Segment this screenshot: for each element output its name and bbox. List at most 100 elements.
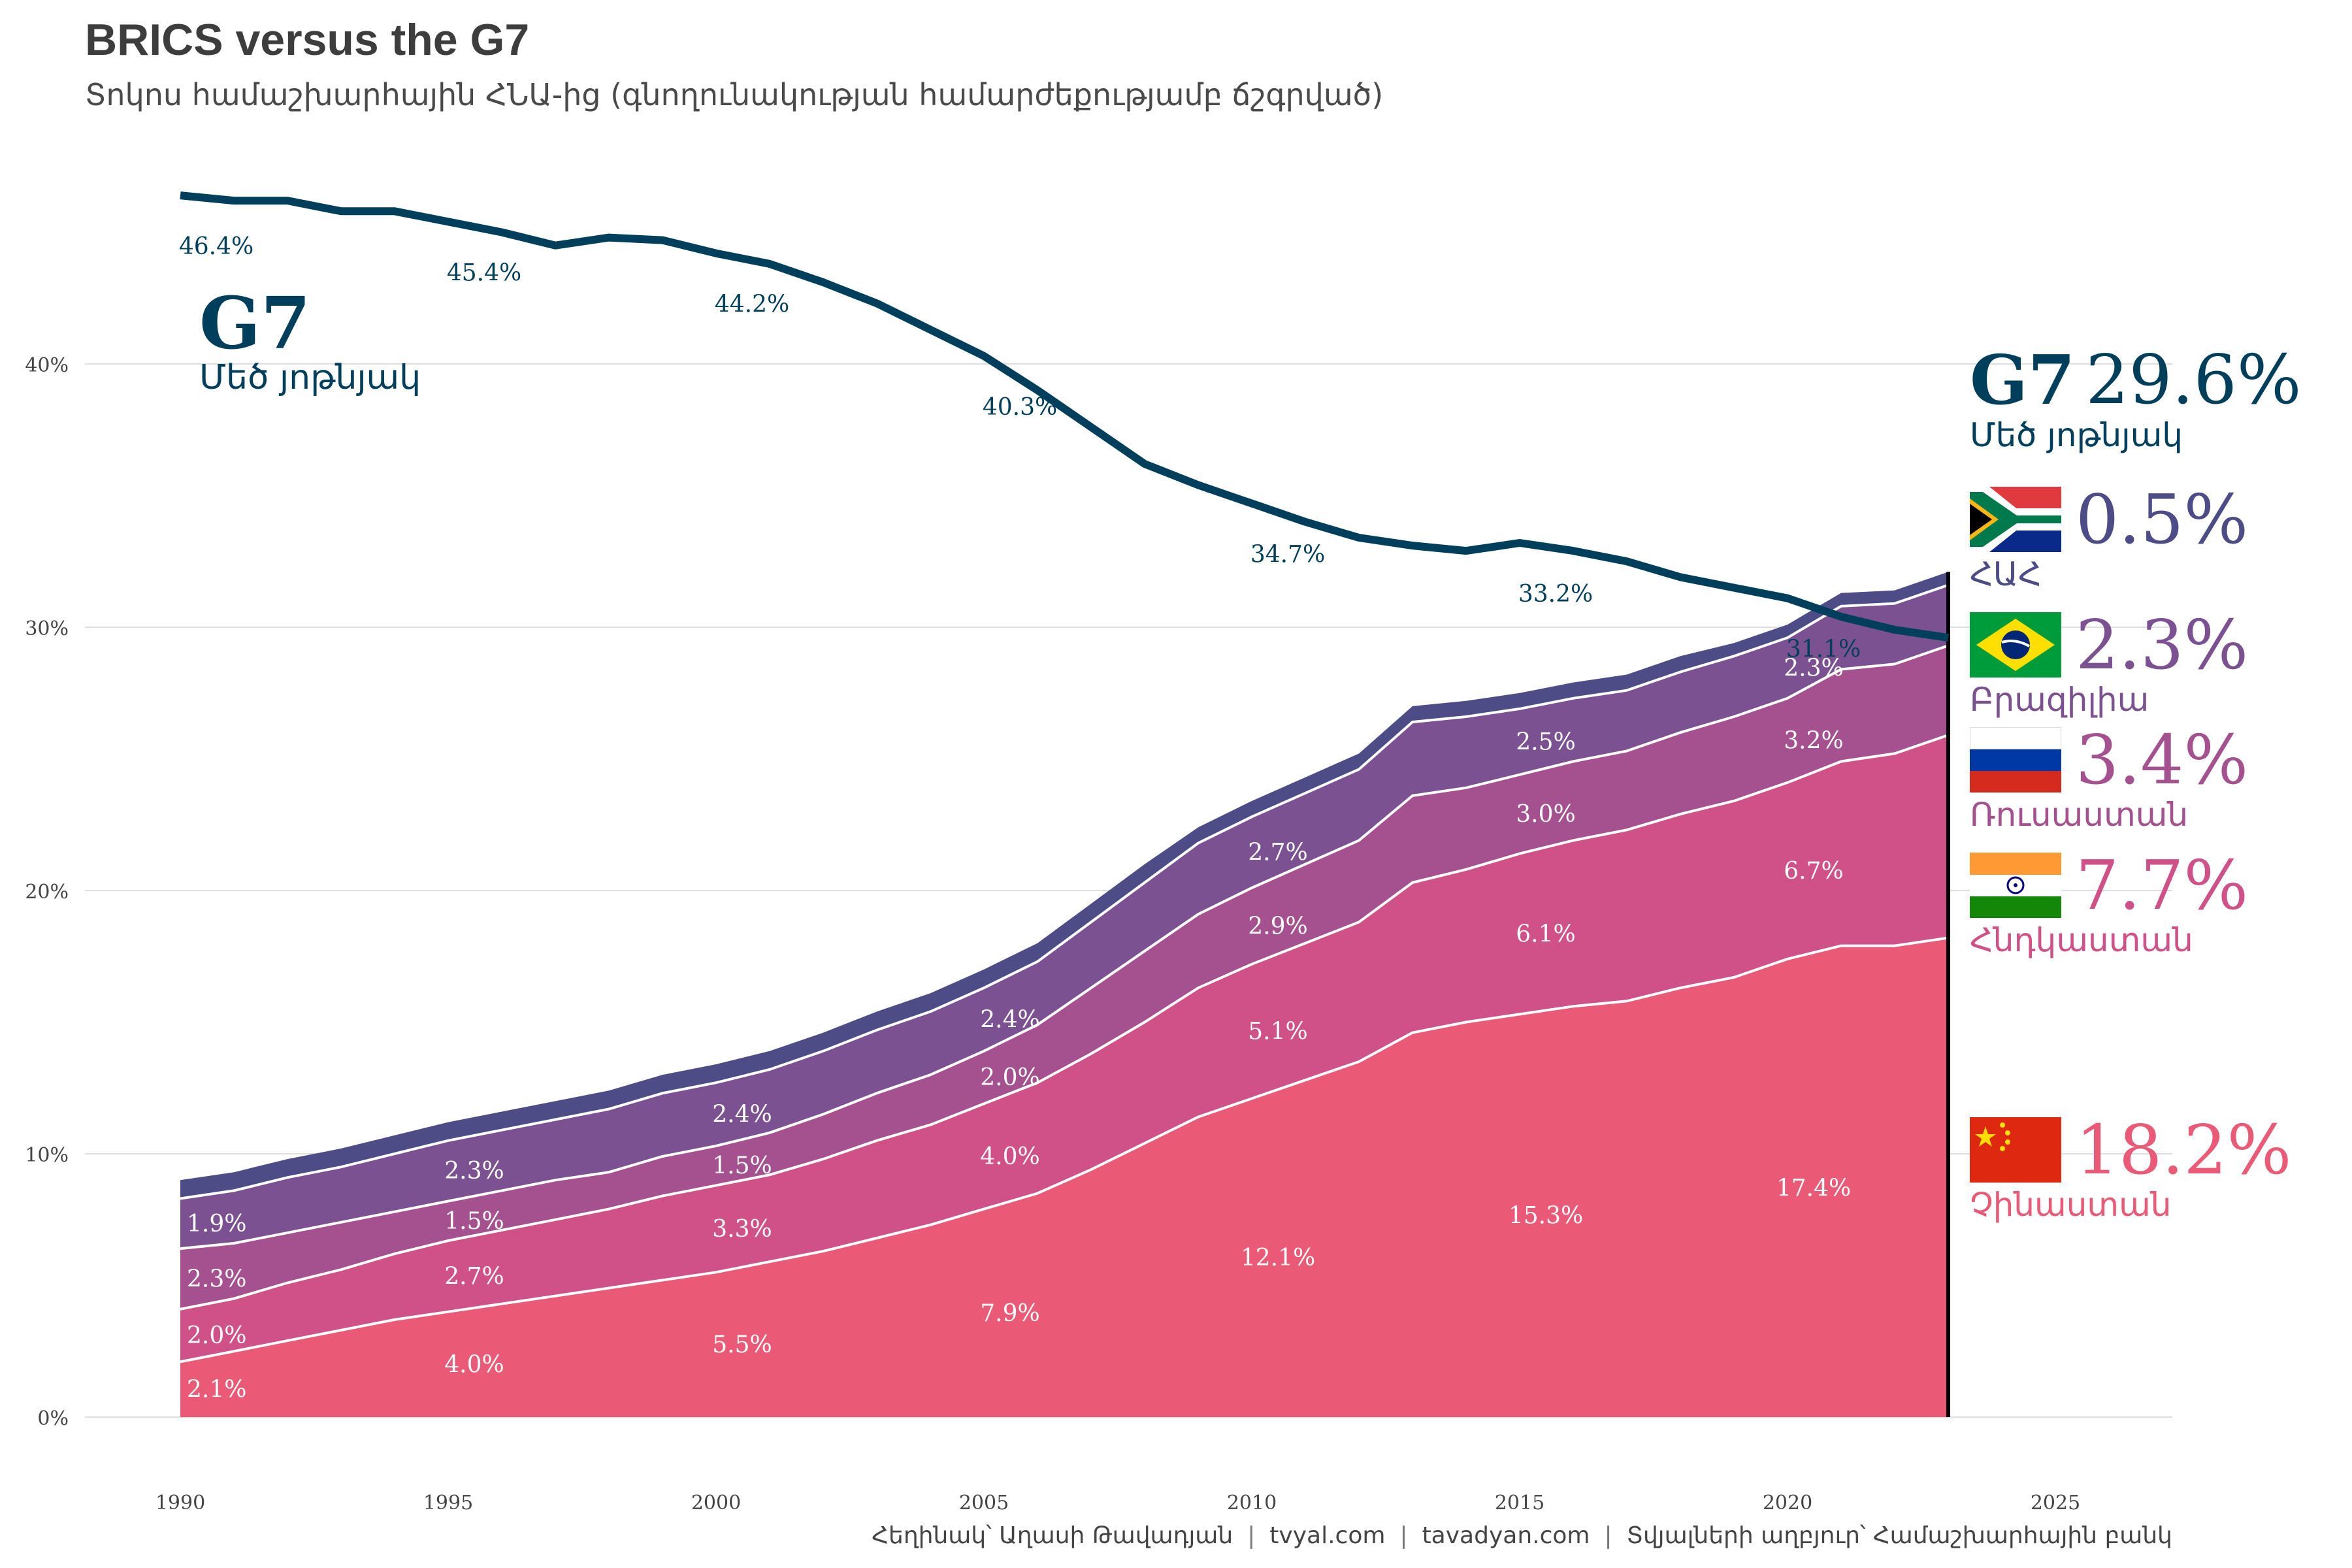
area-russia [180, 645, 1948, 1309]
g7-line-label: 34.7% [1250, 542, 1325, 568]
south-africa-flag-icon [1970, 487, 2061, 552]
chart-caption: Հեղինակ՝ Աղասի Թավադյան | tvyal.com | tavady… [872, 1522, 2172, 1549]
area-label: 3.3% [712, 1216, 772, 1243]
area-label: 17.4% [1776, 1175, 1851, 1201]
g7-annotation-name: G7 [199, 281, 311, 365]
brazil-flag-icon [1970, 612, 2061, 678]
legend-russia-value: 3.4% [2076, 720, 2249, 800]
x-tick-label: 2015 [1495, 1492, 1544, 1514]
legend-india-name: Հնդկաստան [1970, 921, 2193, 959]
caption-source: Տվյալների աղբյուր՝ Համաշխարհային բանկ [1626, 1522, 2172, 1549]
caption-link-tavadyan[interactable]: tavadyan.com [1422, 1522, 1590, 1549]
area-label: 6.1% [1516, 921, 1575, 947]
legend-g7-subname: Մեծ յոթնյակ [1970, 416, 2183, 454]
caption-separator: | [1399, 1522, 1408, 1549]
g7-line-label: 46.4% [179, 233, 253, 260]
area-label: 15.3% [1509, 1203, 1583, 1230]
g7-line [180, 191, 1949, 642]
y-tick-label: 40% [25, 354, 69, 377]
y-tick-label: 10% [25, 1144, 69, 1167]
area-label: 3.0% [1516, 801, 1575, 828]
x-tick-label: 1990 [155, 1492, 205, 1514]
legend-g7: G7 29.6% Մեծ յոթնյակ [1970, 339, 2302, 454]
area-label: 2.5% [1516, 728, 1575, 755]
area-india [180, 735, 1948, 1362]
area-label: 2.0% [187, 1322, 246, 1349]
area-china [180, 938, 1948, 1417]
caption-separator: | [1247, 1522, 1256, 1549]
x-tick-label: 1995 [423, 1492, 473, 1514]
y-tick-label: 30% [25, 617, 69, 640]
caption-link-tvyal[interactable]: tvyal.com [1269, 1522, 1386, 1549]
area-label: 2.3% [444, 1158, 504, 1184]
area-label: 4.0% [444, 1351, 504, 1378]
area-label: 2.9% [1248, 913, 1307, 939]
area-label: 6.7% [1784, 858, 1843, 885]
caption-separator: | [1604, 1522, 1612, 1549]
g7-annotation: G7 Մեծ յոթնյակ [199, 287, 421, 395]
g7-line-label: 33.2% [1518, 581, 1593, 608]
area-brazil [180, 585, 1948, 1249]
area-label: 2.3% [1784, 655, 1843, 681]
area-label: 2.1% [187, 1377, 246, 1403]
area-label: 3.2% [1784, 727, 1843, 754]
stacked-areas [180, 572, 1949, 1417]
y-tick-label: 0% [37, 1407, 69, 1430]
chart-title: BRICS versus the G7 [85, 15, 530, 65]
g7-data-labels: 46.4% 45.4% 44.2% 40.3% 34.7% 33.2% 31.1% [179, 233, 1861, 663]
legend-china-value: 18.2% [2076, 1110, 2292, 1190]
area-south-africa [180, 572, 1948, 1199]
legend-south-africa-value: 0.5% [2076, 480, 2249, 559]
legend-g7-value: 29.6% [2085, 340, 2302, 419]
g7-line-group [180, 191, 1949, 642]
area-data-labels: 2.1% 2.0% 2.3% 1.9% 4.0% 2.7% 1.5% 2.3% 5.5% 3.3%… [187, 655, 1851, 1403]
legend-brazil-name: Բրազիլիա [1970, 681, 2149, 719]
legend-g7-name: G7 [1970, 339, 2076, 420]
area-label: 1.9% [187, 1211, 246, 1237]
legend-india: 7.7% Հնդկաստան [1970, 849, 2248, 956]
g7-line-label: 45.4% [447, 259, 521, 286]
x-tick-label: 2000 [691, 1492, 741, 1514]
area-label: 5.1% [1248, 1019, 1307, 1045]
g7-line-label: 44.2% [715, 291, 789, 318]
area-label: 2.0% [980, 1064, 1039, 1091]
legend-russia-name: Ռուսաստան [1970, 796, 2189, 834]
area-label: 2.7% [444, 1263, 504, 1290]
area-boundary-russia [180, 644, 1949, 1250]
area-boundary-india [180, 734, 1949, 1311]
area-label: 2.4% [980, 1006, 1039, 1033]
china-flag-icon [1970, 1117, 2061, 1183]
legend-south-africa: 0.5% ՀԱՀ [1970, 483, 2248, 591]
legend-brazil: 2.3% Բրազիլիա [1970, 609, 2248, 716]
y-axis-ticks: 0% 10% 20% 30% 40% [25, 354, 69, 1430]
g7-annotation-subname: Մեծ յոթնյակ [199, 358, 421, 397]
legend-china: 18.2% Չինաստան [1970, 1114, 2291, 1221]
y-tick-label: 20% [25, 881, 69, 904]
legend-brazil-value: 2.3% [2076, 605, 2249, 685]
x-tick-label: 2020 [1763, 1492, 1812, 1514]
area-boundary-brazil [180, 583, 1949, 1200]
x-tick-label: 2005 [959, 1492, 1009, 1514]
area-label: 7.9% [980, 1300, 1039, 1327]
area-label: 2.4% [712, 1102, 772, 1128]
legend-south-africa-name: ՀԱՀ [1970, 555, 2042, 593]
area-label: 2.3% [187, 1266, 246, 1292]
legend-russia: 3.4% Ռուսաստան [1970, 724, 2248, 831]
x-tick-label: 2025 [2031, 1492, 2080, 1514]
area-label: 1.5% [712, 1152, 772, 1179]
area-boundary-china [180, 936, 1949, 1364]
area-label: 2.7% [1248, 840, 1307, 866]
legend-india-value: 7.7% [2076, 845, 2249, 925]
x-tick-label: 2010 [1227, 1492, 1277, 1514]
caption-author: Հեղինակ՝ Աղասի Թավադյան [872, 1522, 1233, 1549]
chart-subtitle: Տոկոս համաշխարհային ՀՆԱ-ից (գնողունակութ… [85, 77, 1384, 112]
area-label: 1.5% [444, 1208, 504, 1235]
g7-line-label: 40.3% [983, 394, 1057, 421]
russia-flag-icon [1970, 727, 2061, 792]
area-label: 12.1% [1241, 1245, 1315, 1271]
g7-line-label: 31.1% [1786, 636, 1861, 663]
x-axis-ticks: 1990 1995 2000 2005 2010 2015 2020 2025 [155, 1492, 2080, 1514]
area-label: 4.0% [980, 1143, 1039, 1170]
legend-china-name: Չինաստան [1970, 1186, 2172, 1224]
